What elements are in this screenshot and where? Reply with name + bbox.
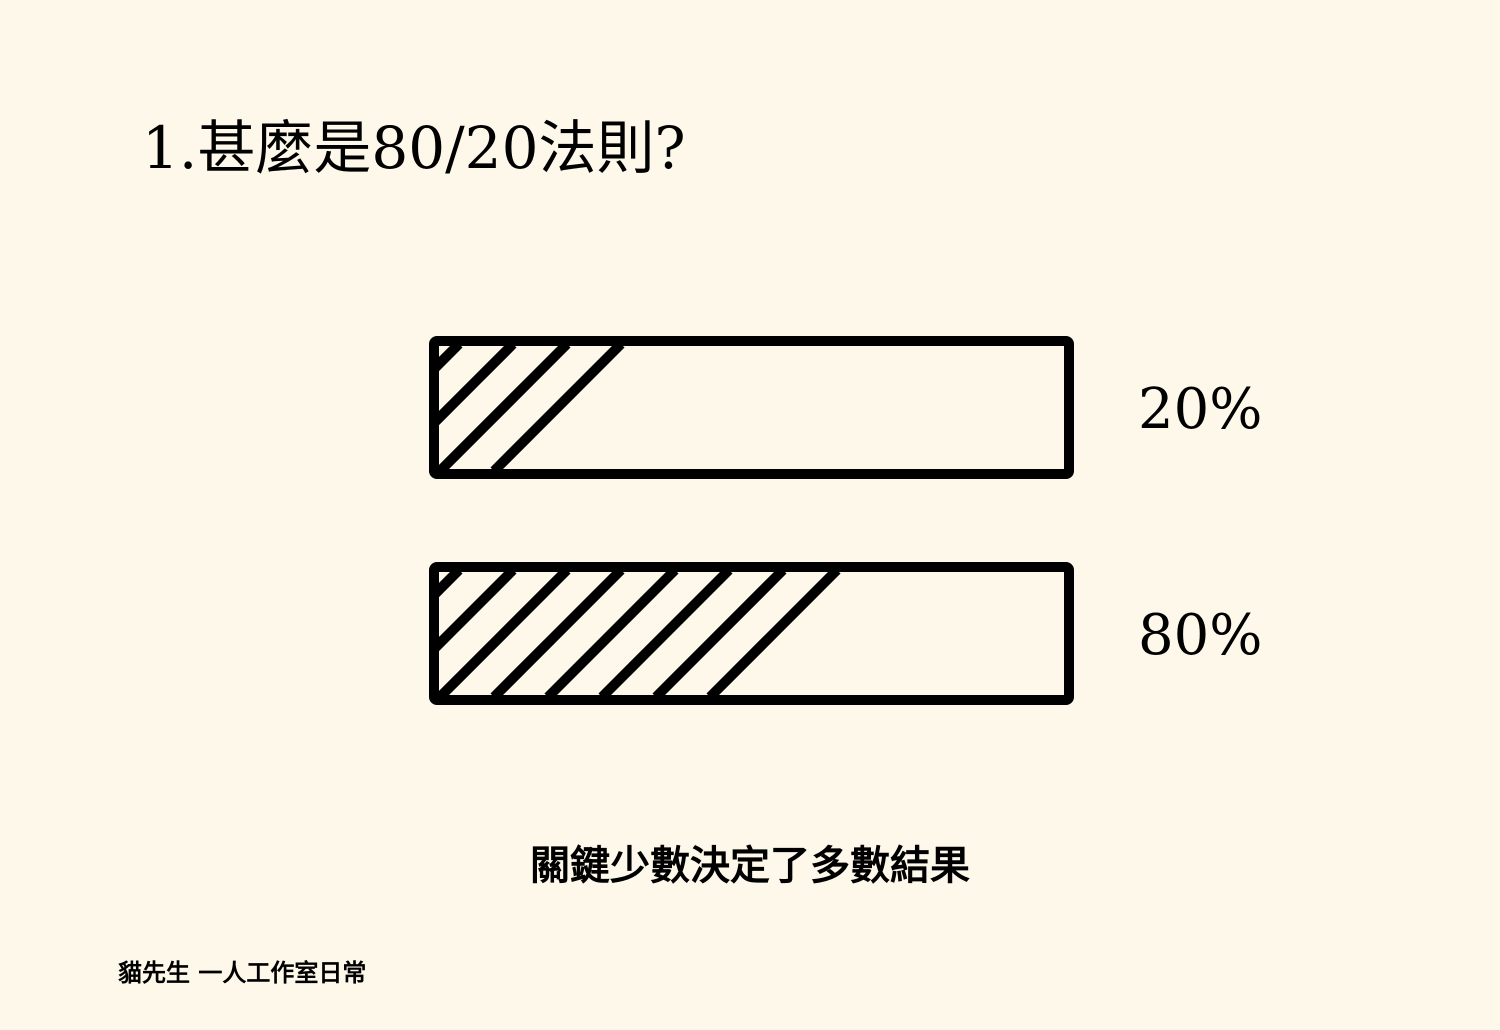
hatch-stripe — [706, 572, 841, 695]
hatch-stripe — [598, 572, 733, 695]
percent-label-bottom: 80% — [1138, 603, 1263, 668]
bar-frame — [429, 562, 1074, 705]
hatch-stripe — [439, 346, 571, 469]
page-title: 1.甚麼是80/20法則? — [142, 114, 686, 182]
hatched-bar-top-graphic — [429, 336, 1074, 479]
hatch-stripe — [490, 572, 625, 695]
hatch-stripe — [439, 572, 517, 652]
hatch-stripe — [439, 346, 517, 426]
hatch-stripe — [490, 346, 625, 469]
hatch-stripe — [439, 572, 571, 695]
hatched-bar-bottom — [429, 562, 1074, 705]
hatch-group — [439, 346, 625, 469]
hatch-stripe — [544, 572, 679, 695]
hatched-bar-bottom-graphic — [429, 562, 1074, 705]
hatch-stripe — [652, 572, 787, 695]
caption: 關鍵少數決定了多數結果 — [530, 842, 970, 889]
bar-frame — [429, 336, 1074, 479]
footer-credit: 貓先生 一人工作室日常 — [118, 958, 367, 987]
hatched-bar-top — [429, 336, 1074, 479]
percent-label-top: 20% — [1138, 377, 1263, 442]
hatch-group — [439, 572, 841, 695]
